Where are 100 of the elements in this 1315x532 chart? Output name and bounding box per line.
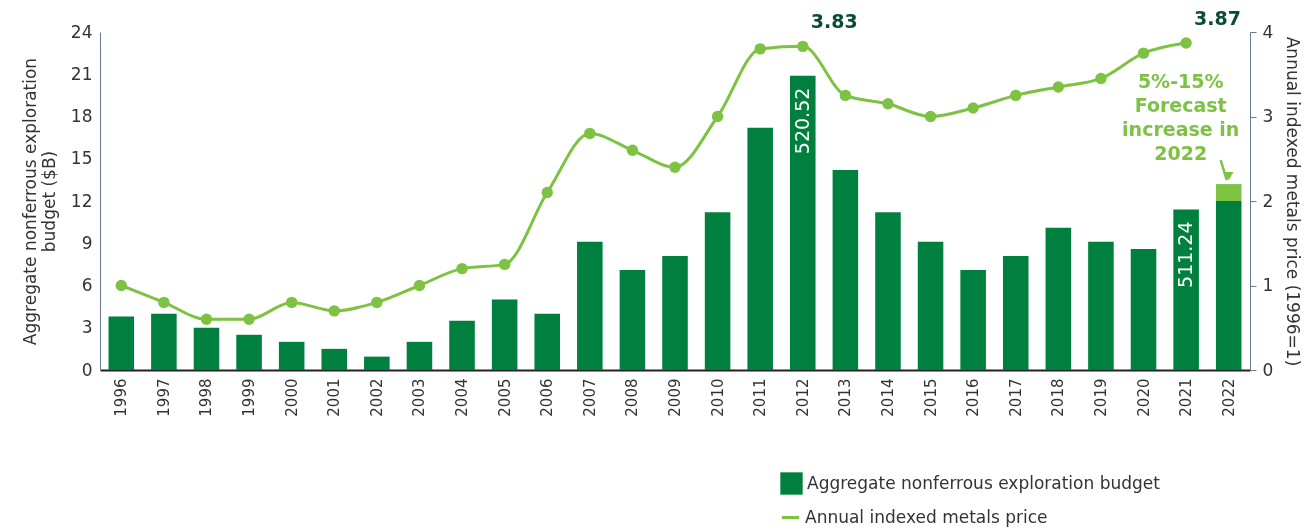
x-tick-label: 2009 — [666, 378, 684, 417]
y-tick-label: 6 — [81, 275, 93, 295]
bar — [534, 313, 560, 370]
data-label: 3.87 — [1194, 6, 1241, 29]
point — [1095, 72, 1107, 85]
x-tick-label: 1998 — [197, 378, 216, 417]
y2-tick-label: 1 — [1262, 275, 1274, 295]
x-tick-label: 2022 — [1219, 378, 1238, 417]
bar — [917, 241, 944, 370]
x-tick-label: 2012 — [793, 378, 812, 417]
bar — [1215, 201, 1242, 370]
y-tick-label: 3 — [81, 317, 93, 338]
point — [669, 161, 681, 173]
point — [882, 98, 894, 110]
x-tick-label: 2008 — [623, 378, 642, 417]
bar — [662, 255, 688, 370]
point — [711, 110, 724, 123]
x-tick-label: 2005 — [495, 378, 514, 417]
y-tick-label: 9 — [81, 232, 93, 253]
x-tick-label: 2004 — [453, 378, 472, 417]
y2-axis-title: Annual indexed metals price (1996=1) — [1283, 36, 1304, 367]
x-tick-label: 2016 — [964, 378, 983, 417]
x-tick-label: 2007 — [580, 378, 599, 417]
bar — [1002, 255, 1029, 370]
x-tick-label: 2010 — [708, 378, 727, 417]
y-tick-label: 15 — [70, 148, 93, 169]
point — [1137, 47, 1150, 59]
x-tick-label: 2013 — [836, 378, 855, 417]
point — [754, 43, 766, 55]
bar — [151, 313, 177, 370]
x-tick-label: 2011 — [751, 378, 770, 417]
x-tick-label: 2002 — [367, 378, 386, 417]
bar — [278, 341, 305, 370]
x-tick-label: 2014 — [878, 378, 897, 417]
bar — [108, 316, 135, 370]
bar — [577, 241, 603, 370]
point — [158, 296, 170, 309]
point — [967, 102, 979, 114]
x-tick-label: 2020 — [1134, 378, 1153, 417]
x-tick-label: 2003 — [410, 378, 429, 417]
y-tick-label: 0 — [81, 359, 93, 380]
point — [924, 110, 937, 123]
y2-tick-label: 2 — [1262, 190, 1274, 211]
point — [413, 279, 426, 292]
annotation: 511.24 — [1174, 221, 1197, 288]
point — [797, 40, 809, 53]
bar — [1045, 227, 1072, 370]
bar — [704, 212, 731, 370]
point — [115, 279, 127, 292]
legend-label: Aggregate nonferrous exploration budget — [807, 472, 1161, 493]
y2-tick-label: 0 — [1262, 359, 1274, 380]
y-tick-label: 24 — [70, 21, 93, 42]
point — [1010, 89, 1022, 102]
point — [371, 296, 383, 309]
bar — [193, 327, 220, 370]
annotation: 520.52 — [790, 87, 813, 155]
y-tick-label: 12 — [70, 190, 93, 211]
point — [1052, 81, 1065, 93]
y-tick-label: 18 — [70, 106, 93, 126]
point — [243, 313, 255, 325]
x-tick-label: 2021 — [1177, 378, 1196, 417]
legend-label: Annual indexed metals price — [805, 506, 1048, 527]
point — [285, 296, 298, 309]
bar — [406, 341, 433, 370]
x-tick-label: 2006 — [538, 378, 557, 417]
bar — [747, 127, 773, 370]
x-tick-label: 1997 — [154, 378, 173, 417]
bar — [321, 348, 348, 370]
point — [456, 262, 468, 275]
point — [200, 313, 213, 325]
bar — [449, 320, 475, 370]
bar — [619, 270, 646, 370]
point — [839, 89, 852, 102]
point — [498, 258, 511, 271]
x-tick-label: 2017 — [1006, 378, 1025, 417]
point — [1180, 37, 1192, 49]
bar — [1130, 248, 1157, 370]
x-tick-label: 1996 — [112, 378, 131, 417]
x-tick-label: 2018 — [1049, 378, 1068, 417]
bar — [364, 356, 390, 370]
y-axis-title: Aggregate nonferrous exploration budget ($B) — [19, 57, 59, 346]
bar — [875, 212, 901, 370]
bar — [960, 270, 986, 370]
point — [626, 144, 639, 156]
x-tick-label: 2019 — [1091, 378, 1110, 417]
y-tick-label: 21 — [70, 63, 93, 84]
x-tick-label: 1999 — [240, 378, 259, 417]
y2-tick-label: 3 — [1262, 106, 1274, 126]
bar — [236, 334, 262, 370]
bar — [1088, 241, 1114, 370]
x-tick-label: 2000 — [282, 378, 301, 417]
annotation: 5%-15% Forecast increase in 2022 — [1122, 70, 1240, 165]
bar — [491, 299, 518, 370]
x-tick-label: 2015 — [921, 378, 940, 417]
y2-tick-label: 4 — [1262, 21, 1274, 42]
bar — [1173, 209, 1199, 370]
bar — [832, 170, 859, 370]
data-label: 3.83 — [810, 10, 858, 33]
point — [584, 127, 596, 140]
point — [328, 305, 340, 317]
